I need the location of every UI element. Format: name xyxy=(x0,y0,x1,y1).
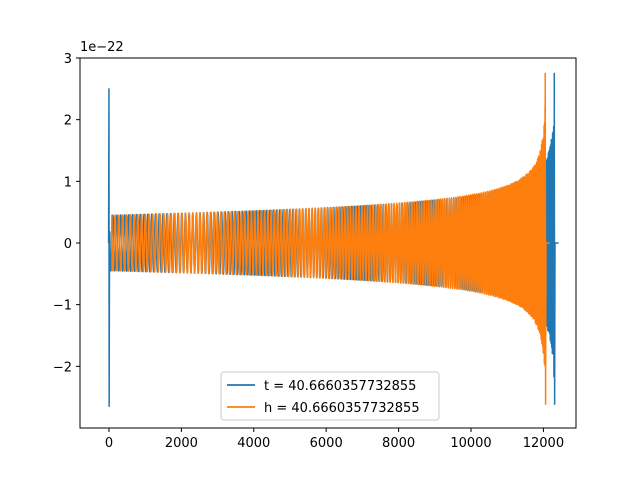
y-tick-label: 0 xyxy=(64,237,72,252)
x-axis-ticks: 0 2000 4000 6000 8000 10000 12000 xyxy=(105,428,564,451)
legend-box xyxy=(220,371,440,421)
y-tick-label: −2 xyxy=(53,360,72,375)
y-offset-label: 1e−22 xyxy=(80,40,124,55)
legend: t = 40.6660357732855 h = 40.666035773285… xyxy=(220,371,440,421)
x-tick-label: 10000 xyxy=(450,436,491,451)
x-tick-label: 2000 xyxy=(165,436,198,451)
y-tick-label: 3 xyxy=(64,52,72,67)
y-axis-ticks: −2 −1 0 1 2 3 xyxy=(53,52,80,375)
x-tick-label: 12000 xyxy=(523,436,564,451)
legend-label-t: t = 40.6660357732855 xyxy=(264,379,416,394)
x-tick-label: 6000 xyxy=(310,436,343,451)
y-tick-label: 2 xyxy=(64,114,72,129)
x-tick-label: 0 xyxy=(105,436,113,451)
legend-label-h: h = 40.6660357732855 xyxy=(264,401,420,416)
series-line-h xyxy=(110,72,550,405)
series-layer xyxy=(107,72,559,408)
y-tick-label: 1 xyxy=(64,175,72,190)
x-tick-label: 8000 xyxy=(382,436,415,451)
x-tick-label: 4000 xyxy=(237,436,270,451)
y-tick-label: −1 xyxy=(53,299,72,314)
